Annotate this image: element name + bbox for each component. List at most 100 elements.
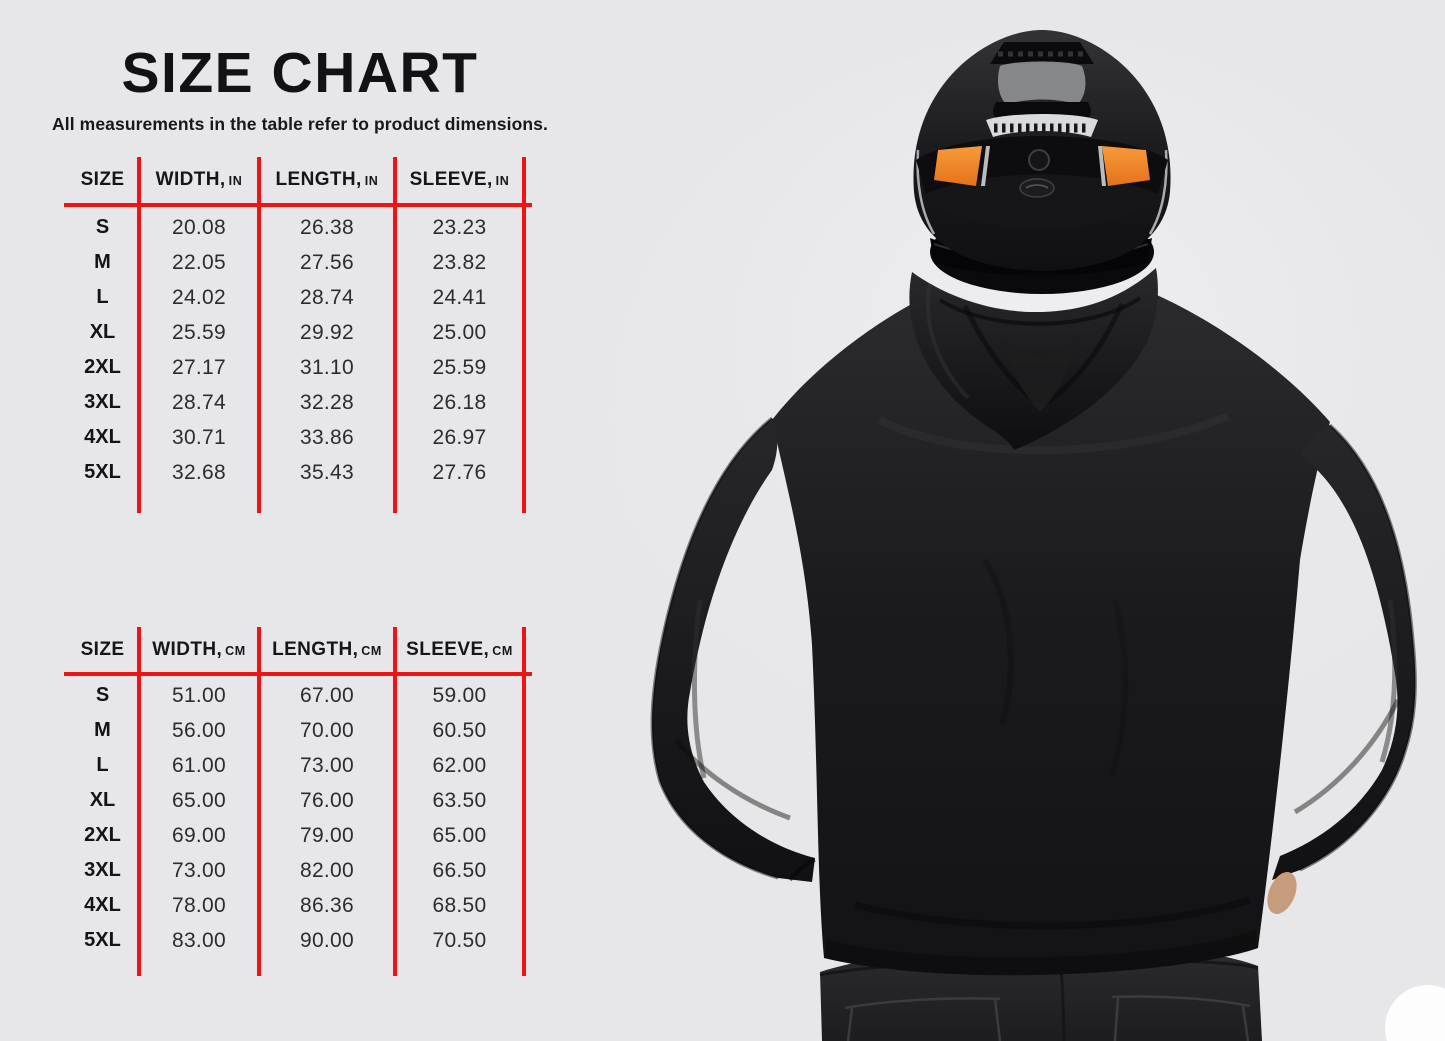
width-cell: 61.00 (171, 754, 227, 777)
helmet-logo (1028, 149, 1050, 171)
unit-label: IN (228, 174, 243, 188)
width-cell: 28.74 (171, 391, 227, 414)
size-cell: XL (89, 789, 116, 811)
hoodie-left-sleeve (650, 416, 816, 882)
table-row: L 61.00 73.00 62.00 (66, 748, 531, 783)
width-cell: 65.00 (171, 789, 227, 812)
table-divider (137, 627, 141, 976)
length-cell: 82.00 (299, 859, 355, 882)
motorcycle-helmet (913, 30, 1171, 294)
length-cell: 31.10 (299, 356, 355, 379)
table-header-rule (64, 203, 532, 207)
unit-label: CM (492, 643, 513, 658)
sleeve-cell: 26.97 (432, 426, 487, 449)
unit-label: CM (225, 643, 246, 658)
length-cell: 67.00 (299, 684, 355, 707)
table-divider (393, 157, 397, 513)
sleeve-cell: 25.00 (432, 321, 487, 344)
table-divider (522, 627, 526, 976)
helmet-orange-reflector-right (1102, 146, 1150, 186)
wrist-skin (1267, 872, 1297, 914)
helmet-orange-reflector-left (934, 146, 982, 186)
heading-block: SIZE CHART All measurements in the table… (36, 41, 564, 135)
sleeve-cell: 70.50 (432, 929, 487, 952)
size-cell: M (94, 719, 111, 741)
table-row: XL 65.00 76.00 63.50 (66, 783, 531, 818)
page-title: SIZE CHART (121, 41, 479, 105)
sleeve-cell: 62.00 (432, 754, 487, 777)
length-cell: 79.00 (299, 824, 355, 847)
size-cell: 4XL (84, 426, 121, 448)
sleeve-cell: 66.50 (432, 859, 487, 882)
width-cell: 56.00 (171, 719, 227, 742)
length-cell: 73.00 (299, 754, 355, 777)
table-divider (137, 157, 141, 513)
table-row: S 51.00 67.00 59.00 (66, 678, 531, 713)
table-row: 3XL 73.00 82.00 66.50 (66, 853, 531, 888)
table-row: 2XL 27.17 31.10 25.59 (66, 350, 531, 385)
size-table-inches: SIZE WIDTH, IN LENGTH, IN SLEEVE, IN S 20.0… (64, 157, 532, 513)
col-header-length: LENGTH, IN (275, 169, 379, 190)
table-header-rule (64, 672, 532, 676)
length-cell: 76.00 (299, 789, 355, 812)
size-cell: L (96, 286, 109, 308)
width-cell: 83.00 (171, 929, 227, 952)
size-cell: M (94, 251, 111, 273)
width-cell: 24.02 (171, 286, 227, 309)
table-row: 4XL 78.00 86.36 68.50 (66, 888, 531, 923)
unit-label: IN (364, 174, 379, 188)
col-header-size: SIZE (80, 638, 125, 660)
sleeve-cell: 24.41 (432, 286, 487, 309)
length-cell: 90.00 (299, 929, 355, 952)
sleeve-cell: 23.23 (432, 216, 487, 239)
length-cell: 32.28 (299, 391, 355, 414)
sleeve-cell: 68.50 (432, 894, 487, 917)
col-header-size: SIZE (80, 169, 125, 190)
size-cell: 2XL (84, 824, 121, 846)
width-cell: 22.05 (171, 251, 227, 274)
col-header-sleeve: SLEEVE, CM (406, 638, 513, 660)
width-cell: 27.17 (171, 356, 227, 379)
sleeve-cell: 59.00 (432, 684, 487, 707)
size-cell: XL (89, 321, 116, 343)
table-divider (257, 157, 261, 513)
subtitle: All measurements in the table refer to p… (52, 113, 548, 134)
helmet-emblem (1019, 178, 1055, 198)
width-cell: 25.59 (171, 321, 227, 344)
hoodie-torso (772, 292, 1330, 976)
sleeve-cell: 60.50 (432, 719, 487, 742)
jeans-pocket-stitching (844, 995, 1251, 1041)
size-cell: 5XL (84, 461, 121, 483)
table-divider (257, 627, 261, 976)
length-cell: 29.92 (299, 321, 355, 344)
hoodie-right-sleeve (1272, 423, 1417, 880)
table-divider (393, 627, 397, 976)
table-row: M 22.05 27.56 23.82 (66, 245, 531, 280)
table-row: 5XL 32.68 35.43 27.76 (66, 455, 531, 490)
table-row: S 20.08 26.38 23.23 (66, 210, 531, 245)
col-header-width: WIDTH, CM (152, 638, 246, 660)
table-header-row: SIZE WIDTH, CM LENGTH, CM SLEEVE, CM (66, 627, 531, 672)
sleeve-cell: 27.76 (432, 461, 487, 484)
table-row: M 56.00 70.00 60.50 (66, 713, 531, 748)
table-header-row: SIZE WIDTH, IN LENGTH, IN SLEEVE, IN (66, 157, 531, 203)
width-cell: 73.00 (171, 859, 227, 882)
size-cell: 5XL (84, 929, 121, 951)
length-cell: 70.00 (299, 719, 355, 742)
hood (909, 268, 1158, 450)
helmet-grey-panel (998, 61, 1086, 104)
width-cell: 69.00 (171, 824, 227, 847)
size-cell: 3XL (84, 391, 121, 413)
size-cell: 4XL (84, 894, 121, 916)
table-row: 5XL 83.00 90.00 70.50 (66, 923, 531, 958)
sleeve-cell: 65.00 (432, 824, 487, 847)
table-body: S 20.08 26.38 23.23 M 22.05 27.56 23.82 … (66, 207, 531, 490)
unit-label: IN (495, 174, 510, 188)
width-cell: 78.00 (171, 894, 227, 917)
size-cell: L (96, 754, 109, 776)
size-cell: S (95, 216, 110, 238)
size-cell: 3XL (84, 859, 121, 881)
length-cell: 86.36 (299, 894, 355, 917)
